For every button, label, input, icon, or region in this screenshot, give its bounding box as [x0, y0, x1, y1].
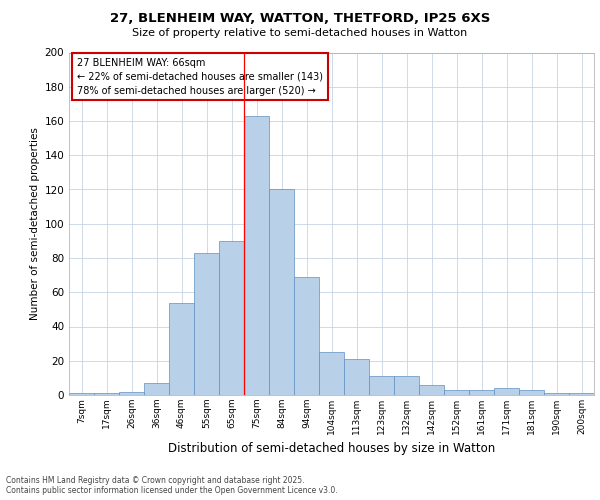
Y-axis label: Number of semi-detached properties: Number of semi-detached properties: [30, 128, 40, 320]
Bar: [319, 352, 344, 395]
Bar: [494, 388, 519, 395]
Bar: [394, 376, 419, 395]
Bar: [194, 253, 219, 395]
Text: 27, BLENHEIM WAY, WATTON, THETFORD, IP25 6XS: 27, BLENHEIM WAY, WATTON, THETFORD, IP25…: [110, 12, 490, 26]
Bar: [544, 394, 569, 395]
X-axis label: Distribution of semi-detached houses by size in Watton: Distribution of semi-detached houses by …: [168, 442, 495, 456]
Text: Size of property relative to semi-detached houses in Watton: Size of property relative to semi-detach…: [133, 28, 467, 38]
Text: 27 BLENHEIM WAY: 66sqm
← 22% of semi-detached houses are smaller (143)
78% of se: 27 BLENHEIM WAY: 66sqm ← 22% of semi-det…: [77, 58, 323, 96]
Bar: [519, 390, 544, 395]
Bar: [444, 390, 469, 395]
Bar: [69, 394, 94, 395]
Bar: [369, 376, 394, 395]
Bar: [119, 392, 144, 395]
Bar: [169, 302, 194, 395]
Bar: [569, 394, 594, 395]
Bar: [419, 384, 444, 395]
Bar: [219, 241, 244, 395]
Bar: [144, 383, 169, 395]
Bar: [269, 190, 294, 395]
Bar: [344, 359, 369, 395]
Bar: [94, 394, 119, 395]
Text: Contains HM Land Registry data © Crown copyright and database right 2025.
Contai: Contains HM Land Registry data © Crown c…: [6, 476, 338, 495]
Bar: [294, 277, 319, 395]
Bar: [469, 390, 494, 395]
Bar: [244, 116, 269, 395]
